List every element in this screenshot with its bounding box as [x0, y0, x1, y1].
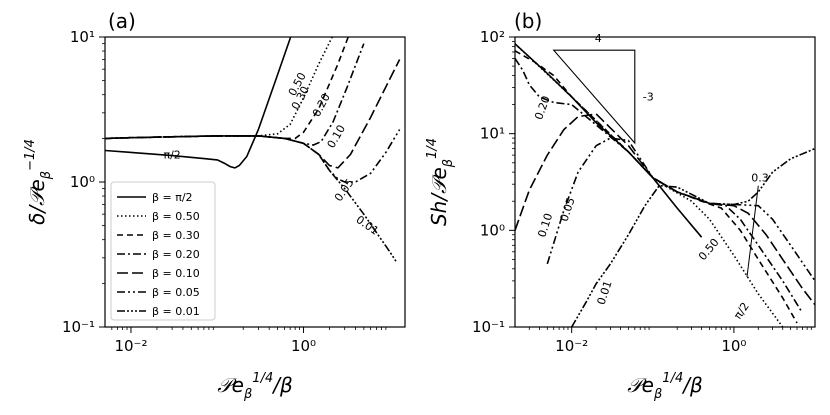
panel-a-ticks: 10⁻² 10⁰ 10⁻¹ 10⁰ 10¹ [62, 28, 387, 355]
panel-b-series-1 [515, 43, 784, 327]
panel-b-curve-label-6: 0.3 [751, 172, 769, 185]
panel-b-series-5 [546, 137, 815, 282]
panel-b-ylabel: Sh/𝒫eβ1/4 [425, 138, 456, 226]
panel-a-x-tick-label-1: 10⁰ [291, 337, 316, 355]
panel-a-series-2 [105, 37, 350, 140]
legend-entry-1: β = 0.50 [152, 210, 200, 223]
panel-a-label: (a) [108, 9, 136, 33]
panel-a-curve-label-4: 0.10 [325, 123, 349, 151]
panel-a-series-group [105, 37, 401, 263]
panel-b-series-6 [571, 147, 815, 327]
panel-b-y-tick-label-2: 10¹ [480, 125, 505, 143]
slope-triangle [552, 49, 636, 145]
panel-a-curve-label-6: 0.01 [354, 213, 382, 238]
panel-b-x-tick-label-0: 10⁻² [555, 337, 588, 355]
legend-entry-6: β = 0.01 [152, 305, 200, 318]
panel-b-ticks: 10⁻² 10⁰ 10⁻¹ 10⁰ 10¹ 10² [472, 28, 812, 355]
panel-b: 4-30.200.100.050.010.50π/20.3 (b) 10⁻² 10… [425, 9, 816, 402]
panel-a-series-6 [105, 135, 398, 263]
panel-a-curve-label-3: 0.20 [310, 91, 333, 119]
panel-a-series-5 [105, 129, 401, 183]
panel-a-y-tick-label-2: 10¹ [70, 28, 95, 46]
panel-a-legend: β = π/2 β = 0.50 β = 0.30 β = 0.20 β = 0.10 β… [110, 181, 216, 321]
panel-a-curve-label-0: π/2 [163, 149, 180, 162]
panel-b-curve-label-5: π/2 [731, 300, 752, 322]
legend-entry-2: β = 0.30 [152, 229, 200, 242]
slope-triangle-side-label: -3 [643, 91, 654, 104]
panel-b-series-0 [515, 43, 703, 238]
panel-a-series-4 [105, 59, 401, 169]
legend-entry-5: β = 0.05 [152, 286, 200, 299]
panel-b-curve-label-1: 0.10 [535, 212, 555, 239]
panel-a-y-tick-label-1: 10⁰ [70, 173, 95, 191]
panel-b-series-2 [515, 50, 798, 324]
panel-b-frame [514, 36, 816, 328]
panel-b-y-tick-label-1: 10⁰ [480, 221, 505, 239]
panel-a-series-1 [105, 37, 334, 140]
slope-triangle-top-label: 4 [595, 32, 602, 45]
panel-a-series-0 [105, 37, 292, 169]
panel-a: π/20.500.300.200.100.050.01 (a) 10⁻² 10⁰1… [23, 9, 406, 402]
panel-a-ylabel: δ/𝒫eβ−1/4 [23, 139, 54, 225]
panel-b-x-tick-label-1: 10⁰ [721, 337, 746, 355]
panel-b-plot-area: 4 -3 0.20 0.100.05 0.01 0.50 π/2 0.3 [515, 32, 815, 327]
panel-b-curve-label-0: 0.20 [532, 94, 553, 121]
panel-a-x-tick-label-0: 10⁻² [114, 337, 147, 355]
panel-a-xlabel: 𝒫eβ1/4/β [217, 371, 293, 402]
panel-b-curve-label-2: 0.05 [558, 196, 578, 223]
panel-b-series-group [515, 43, 815, 327]
panel-b-xlabel: 𝒫eβ1/4/β [627, 371, 703, 402]
panel-b-y-tick-label-0: 10⁻¹ [472, 318, 505, 336]
panel-b-curve-label-3: 0.01 [595, 279, 615, 306]
panel-b-curve-label-4: 0.50 [696, 236, 722, 263]
panel-a-y-tick-label-0: 10⁻¹ [62, 318, 95, 336]
legend-entry-4: β = 0.10 [152, 267, 200, 280]
panel-b-pointer-line [746, 185, 759, 277]
legend-entry-0: β = π/2 [152, 191, 193, 204]
legend-entry-3: β = 0.20 [152, 248, 200, 261]
panel-b-label: (b) [514, 9, 542, 33]
panel-b-y-tick-label-3: 10² [480, 28, 505, 46]
